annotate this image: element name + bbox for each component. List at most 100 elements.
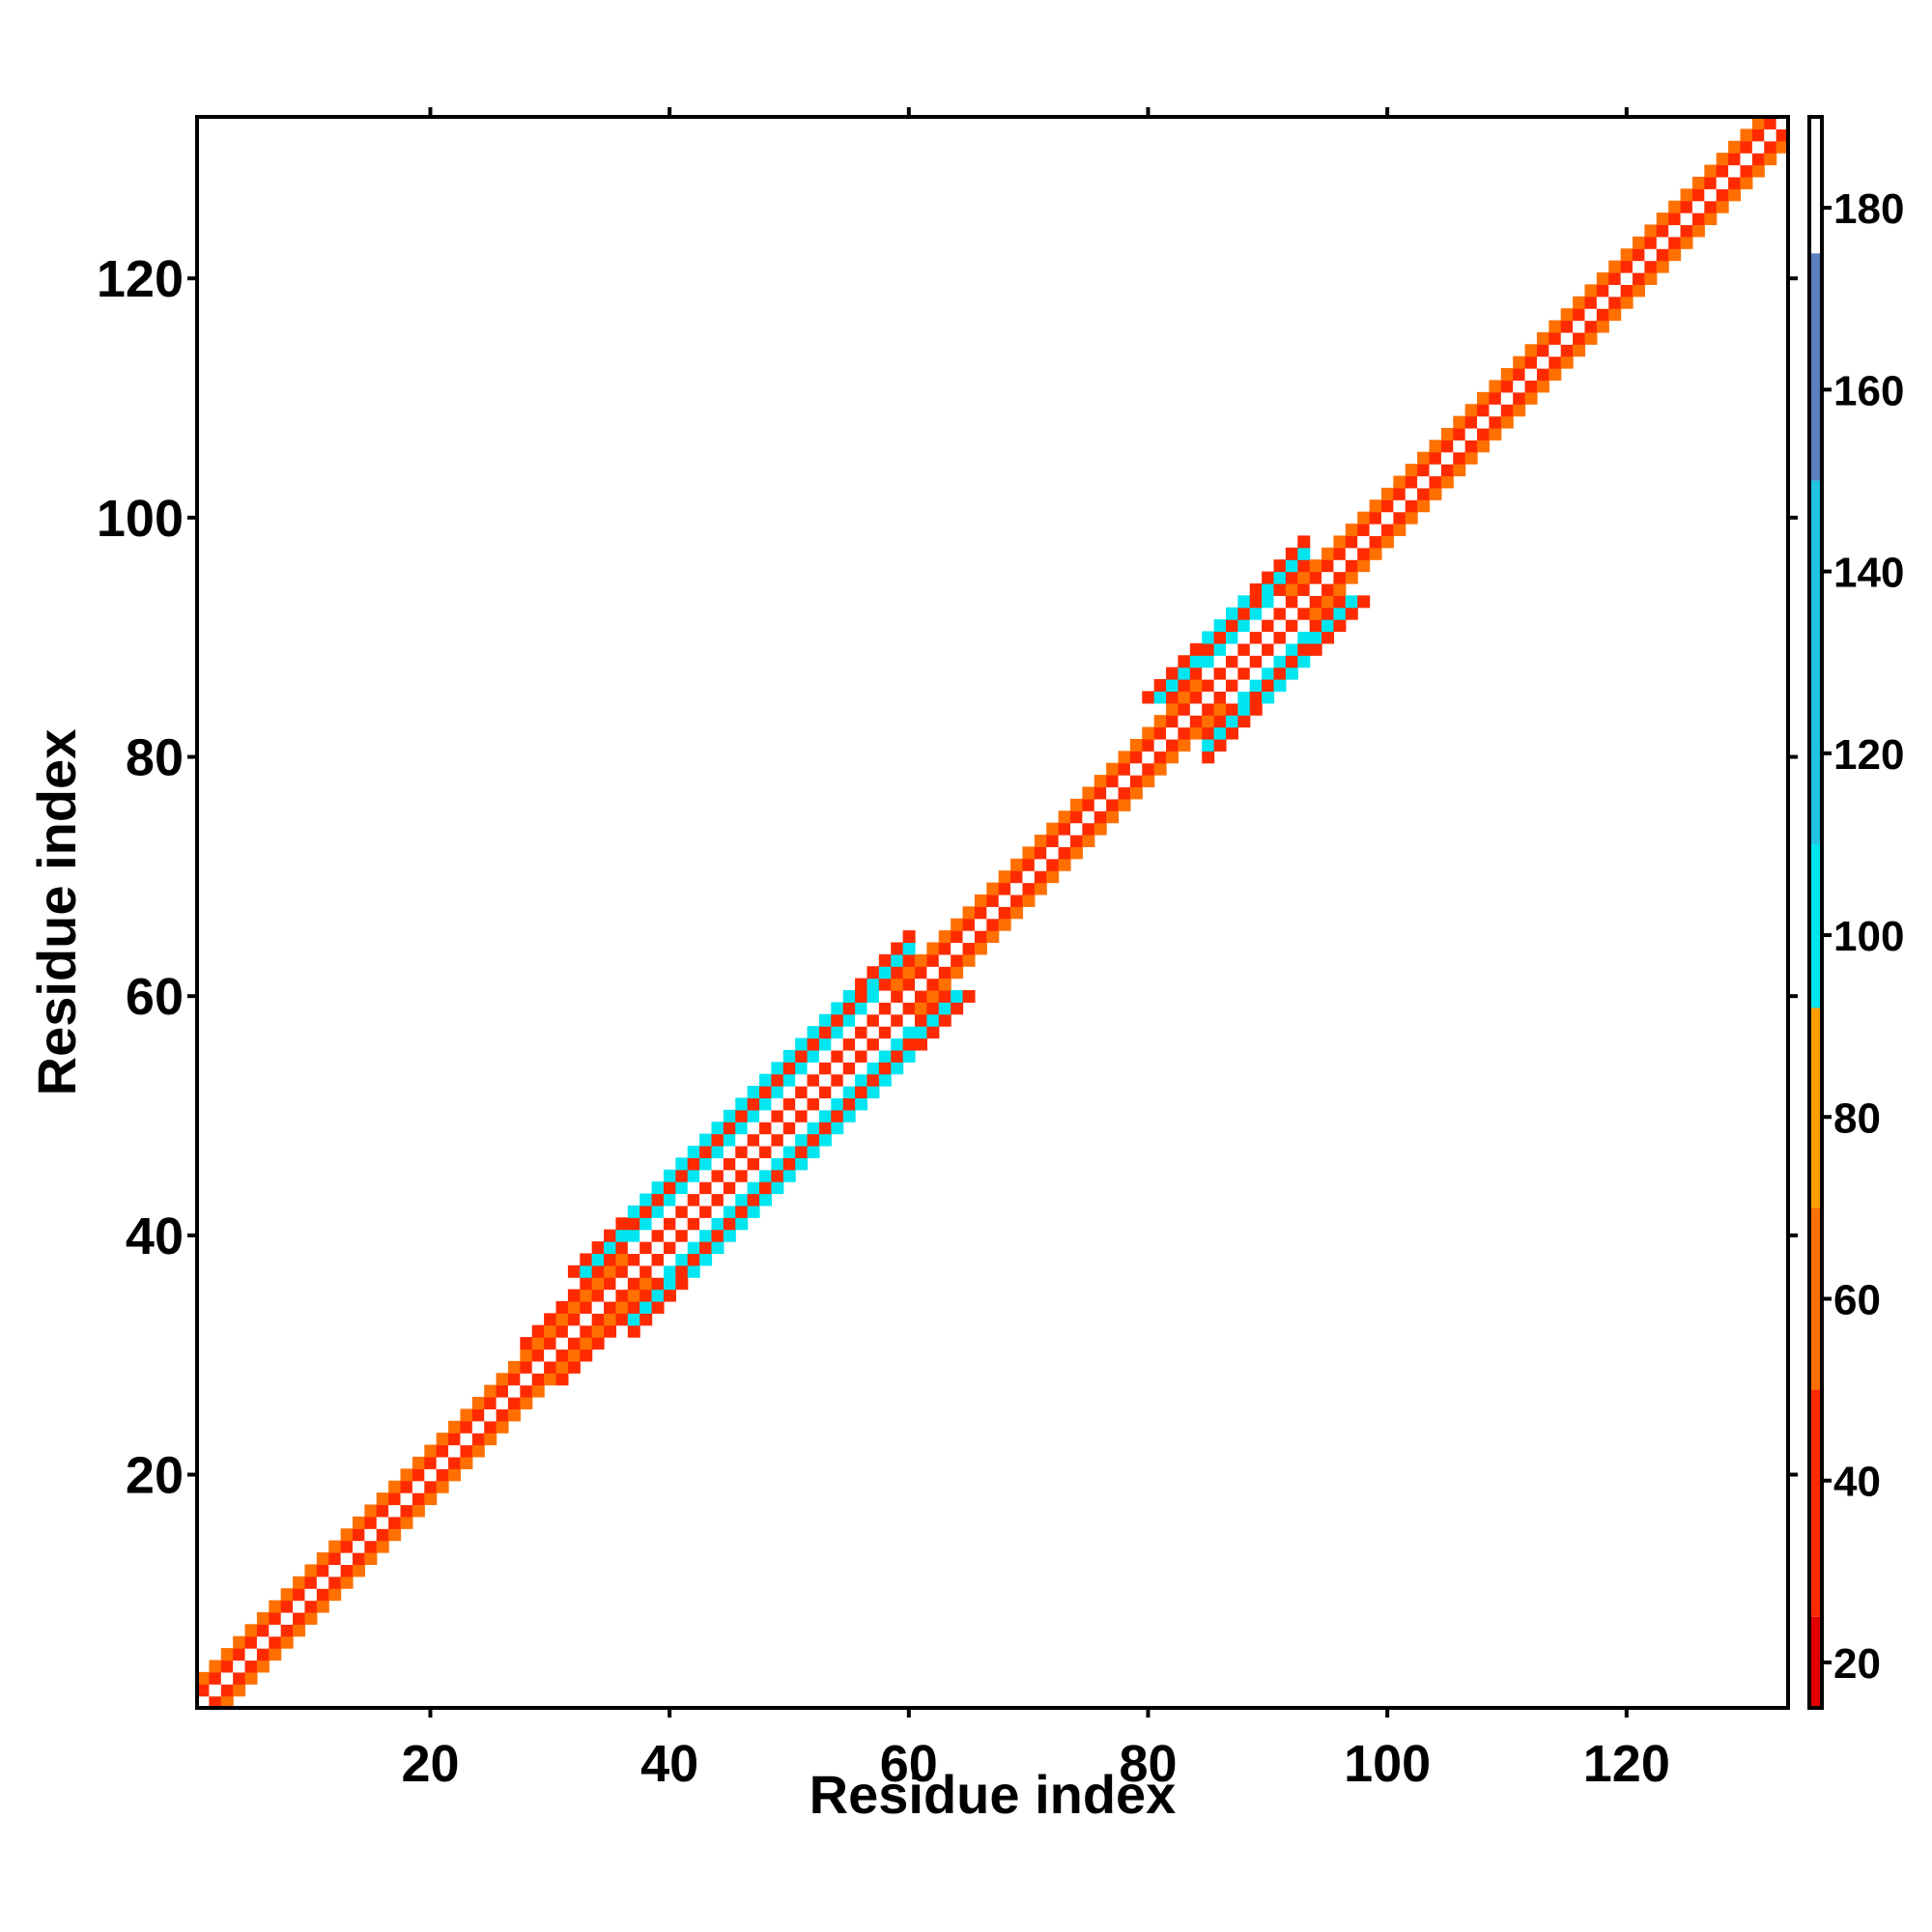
heatmap-cell bbox=[1513, 404, 1526, 417]
heatmap-cell bbox=[544, 1337, 557, 1350]
heatmap-cell bbox=[1716, 188, 1729, 202]
heatmap-cell bbox=[1237, 691, 1251, 704]
heatmap-cell bbox=[962, 942, 976, 955]
heatmap-cell bbox=[1417, 464, 1431, 477]
heatmap-cell bbox=[818, 1133, 832, 1147]
heatmap-cell bbox=[831, 1037, 844, 1051]
heatmap-cell bbox=[1202, 751, 1215, 764]
heatmap-cell bbox=[1573, 296, 1586, 309]
heatmap-cell bbox=[651, 1300, 665, 1314]
heatmap-cell bbox=[1500, 380, 1514, 393]
heatmap-cell bbox=[1560, 331, 1574, 345]
heatmap-cell bbox=[639, 1277, 653, 1291]
heatmap-cell bbox=[1464, 427, 1478, 440]
heatmap-cell bbox=[1680, 224, 1693, 238]
heatmap-cell bbox=[604, 1324, 617, 1338]
y-tick-label: 20 bbox=[126, 1447, 184, 1505]
colorbar-tick-label: 40 bbox=[1833, 1459, 1881, 1506]
heatmap-cell bbox=[1751, 153, 1765, 166]
heatmap-cell bbox=[1345, 547, 1358, 560]
heatmap-cell bbox=[615, 1217, 629, 1231]
heatmap-cell bbox=[891, 1049, 904, 1063]
heatmap-cell bbox=[304, 1588, 318, 1602]
heatmap-cell bbox=[878, 1049, 892, 1063]
heatmap-cell bbox=[1357, 511, 1371, 525]
heatmap-cell bbox=[1596, 320, 1609, 333]
heatmap-cell bbox=[902, 1037, 916, 1051]
heatmap-cell bbox=[400, 1468, 413, 1482]
heatmap-cell bbox=[699, 1145, 713, 1158]
heatmap-cell bbox=[364, 1516, 378, 1529]
heatmap-cell bbox=[293, 1611, 306, 1625]
heatmap-cell bbox=[1297, 571, 1311, 584]
heatmap-cell bbox=[711, 1122, 724, 1135]
heatmap-cell bbox=[855, 1073, 868, 1087]
heatmap-cell bbox=[951, 966, 964, 980]
heatmap-cell bbox=[759, 1073, 772, 1087]
heatmap-cell bbox=[1142, 691, 1155, 704]
heatmap-cell bbox=[1524, 368, 1538, 382]
heatmap-cell bbox=[1189, 679, 1203, 692]
heatmap-cell bbox=[902, 966, 916, 980]
heatmap-cell bbox=[687, 1229, 700, 1242]
heatmap-cell bbox=[938, 978, 952, 991]
heatmap-cell bbox=[915, 1013, 927, 1027]
heatmap-cell bbox=[1166, 738, 1179, 752]
heatmap-cell bbox=[1573, 344, 1586, 357]
heatmap-cell bbox=[1369, 547, 1382, 560]
heatmap-cell bbox=[1106, 786, 1120, 800]
heatmap-cell bbox=[412, 1468, 425, 1482]
heatmap-cell bbox=[842, 1086, 856, 1099]
heatmap-cell bbox=[1453, 440, 1466, 453]
heatmap-cell bbox=[280, 1600, 294, 1613]
heatmap-cell bbox=[591, 1253, 605, 1266]
heatmap-cell bbox=[1321, 607, 1335, 620]
heatmap-cell bbox=[1273, 582, 1287, 596]
heatmap-cell bbox=[1357, 524, 1371, 537]
heatmap-cell bbox=[759, 1097, 772, 1111]
heatmap-cell bbox=[1321, 582, 1335, 596]
heatmap-cell bbox=[1656, 213, 1669, 226]
heatmap-cell bbox=[269, 1648, 282, 1662]
heatmap-cell bbox=[1776, 117, 1789, 129]
heatmap-cell bbox=[424, 1492, 438, 1506]
heatmap-cell bbox=[639, 1217, 653, 1231]
heatmap-cell bbox=[1309, 595, 1322, 609]
heatmap-cell bbox=[878, 1026, 892, 1039]
heatmap-cell bbox=[807, 1122, 820, 1135]
heatmap-cell bbox=[1058, 846, 1071, 860]
heatmap-cell bbox=[1153, 679, 1167, 692]
heatmap-cell bbox=[687, 1205, 700, 1218]
heatmap-cell bbox=[1285, 582, 1298, 596]
heatmap-cell bbox=[197, 1684, 210, 1697]
heatmap-cell bbox=[639, 1205, 653, 1218]
heatmap-cell bbox=[1094, 822, 1107, 836]
heatmap-cell bbox=[1213, 726, 1227, 740]
heatmap-cell bbox=[1513, 380, 1526, 393]
heatmap-cell bbox=[891, 1002, 904, 1015]
heatmap-cell bbox=[1189, 715, 1203, 728]
heatmap-cell bbox=[256, 1660, 270, 1673]
heatmap-cell bbox=[639, 1313, 653, 1326]
heatmap-cell bbox=[1321, 619, 1335, 633]
heatmap-cell bbox=[1380, 524, 1394, 537]
heatmap-cell bbox=[771, 1109, 784, 1122]
heatmap-cell bbox=[1010, 870, 1024, 884]
heatmap-cell bbox=[1380, 511, 1394, 525]
heatmap-cell bbox=[1740, 140, 1753, 154]
heatmap-cell bbox=[580, 1253, 593, 1266]
heatmap-cell bbox=[1680, 200, 1693, 213]
heatmap-cell bbox=[1129, 786, 1143, 800]
heatmap-cell bbox=[1213, 715, 1227, 728]
heatmap-cell bbox=[1262, 679, 1275, 692]
heatmap-cell bbox=[400, 1516, 413, 1529]
heatmap-cell bbox=[771, 1169, 784, 1182]
heatmap-cell bbox=[591, 1300, 605, 1314]
heatmap-cell bbox=[471, 1433, 485, 1446]
heatmap-cell bbox=[759, 1122, 772, 1135]
heatmap-cell bbox=[424, 1480, 438, 1493]
heatmap-cell bbox=[1440, 440, 1454, 453]
heatmap-cell bbox=[818, 1049, 832, 1063]
heatmap-cell bbox=[280, 1635, 294, 1649]
heatmap-cell bbox=[818, 1122, 832, 1135]
